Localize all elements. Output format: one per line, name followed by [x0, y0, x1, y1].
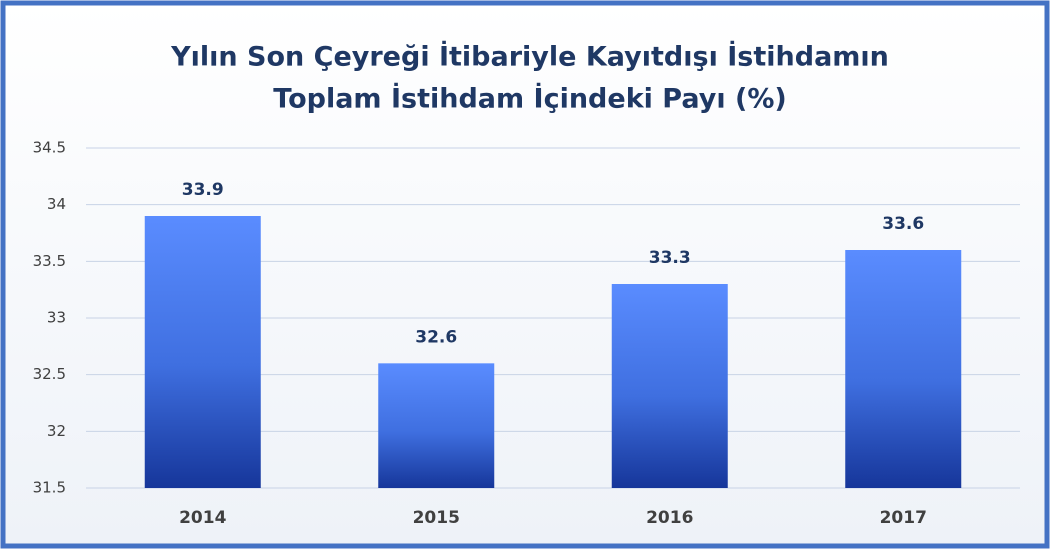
x-tick-label: 2016	[646, 508, 693, 528]
data-label: 33.6	[882, 214, 924, 234]
y-tick-label: 33	[47, 309, 66, 327]
y-tick-label: 34.5	[33, 139, 66, 157]
x-tick-label: 2014	[179, 508, 226, 528]
chart-title: Toplam İstihdam İçindeki Payı (%)	[273, 83, 787, 115]
bar	[845, 250, 962, 488]
data-label: 32.6	[415, 327, 457, 347]
data-label: 33.3	[649, 248, 691, 268]
y-tick-label: 34	[47, 195, 66, 213]
bar	[611, 284, 728, 488]
x-tick-label: 2017	[880, 508, 927, 528]
bar	[144, 216, 261, 488]
y-tick-label: 31.5	[33, 479, 66, 497]
bar	[378, 363, 495, 488]
chart-title: Yılın Son Çeyreği İtibariyle Kayıtdışı İ…	[170, 41, 889, 73]
x-tick-label: 2015	[413, 508, 460, 528]
y-tick-label: 33.5	[33, 252, 66, 270]
y-tick-label: 32	[47, 422, 66, 440]
y-tick-label: 32.5	[33, 365, 66, 383]
data-label: 33.9	[182, 180, 224, 200]
